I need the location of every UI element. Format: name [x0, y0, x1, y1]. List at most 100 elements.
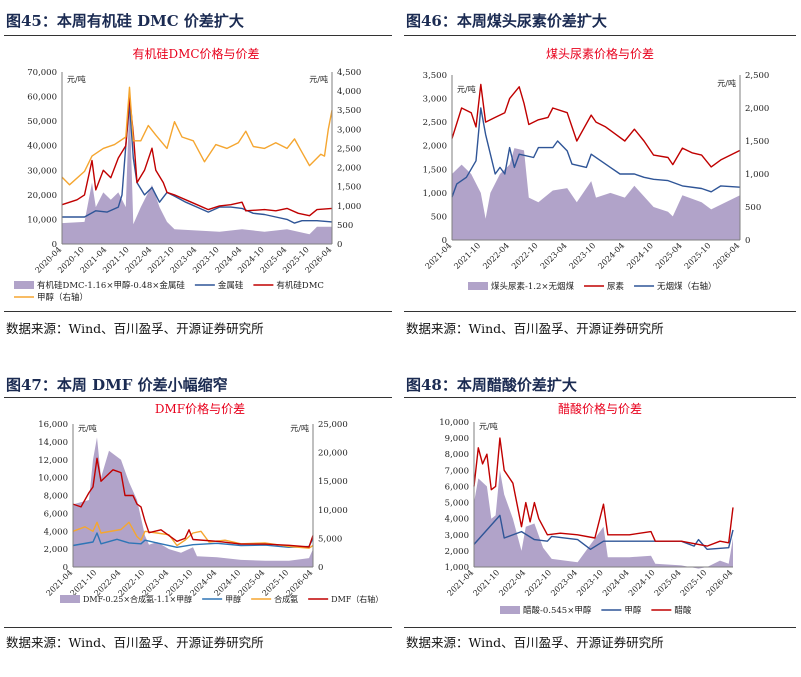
y-tick-label-right: 5,000 — [318, 534, 342, 544]
divider — [4, 35, 392, 36]
y-tick-label-right: 0 — [745, 236, 750, 246]
figure-45-source: 数据来源：Wind、百川盈孚、开源证券研究所 — [6, 321, 264, 336]
figure-47-source: 数据来源：Wind、百川盈孚、开源证券研究所 — [6, 635, 264, 650]
unit-label-left: 元/吨 — [78, 423, 97, 433]
divider — [404, 627, 796, 628]
series-line — [451, 83, 741, 168]
legend-item: 甲醇（右轴） — [14, 292, 88, 303]
x-tick-label: 2022-10 — [510, 241, 540, 271]
y-tick-label-left: 10,000 — [27, 215, 57, 225]
legend-label: 甲醇 — [225, 594, 241, 604]
y-tick-label-right: 4,500 — [337, 68, 361, 78]
y-tick-label-right: 15,000 — [318, 477, 348, 487]
y-tick-label-right: 3,000 — [337, 125, 361, 135]
x-tick-label: 2022-04 — [497, 568, 527, 598]
y-tick-label-left: 50,000 — [27, 117, 57, 127]
y-tick-label-right: 4,000 — [337, 87, 361, 97]
divider — [4, 311, 392, 312]
x-tick-label: 2024-10 — [627, 568, 657, 598]
legend-swatch — [468, 282, 488, 290]
legend-item: 无烟煤（右轴） — [634, 281, 717, 292]
y-tick-label-left: 20,000 — [27, 191, 57, 201]
y-tick-label-right: 1,000 — [337, 202, 361, 212]
series-line — [61, 95, 333, 217]
legend-label: 煤头尿素-1.2×无烟煤 — [491, 281, 575, 292]
chart-2: 煤头尿素价格与价差 0 500 1,000 1,500 2,000 2,500 3,000 3,… — [423, 46, 770, 292]
x-tick-label: 2022-10 — [523, 568, 553, 598]
x-tick-label: 2026-04 — [705, 568, 735, 598]
chart-title: 醋酸价格与价差 — [558, 401, 642, 416]
x-tick-label: 2024-10 — [625, 241, 655, 271]
legend-label: DMF-0.25×合成氨-1.1×甲醇 — [83, 594, 192, 604]
legend-item: 尿素 — [584, 281, 625, 292]
y-tick-label-left: 7,000 — [445, 466, 469, 476]
legend-swatch — [500, 606, 520, 614]
legend-item: 有机硅DMC-1.16×甲醇-0.48×金属硅 — [14, 280, 185, 291]
y-tick-label-left: 0 — [442, 236, 447, 246]
legend-swatch — [60, 595, 80, 603]
legend-label: 金属硅 — [218, 280, 244, 291]
y-tick-label-left: 40,000 — [27, 142, 57, 152]
legend-label: 甲醇 — [624, 605, 642, 616]
x-tick-label: 2025-04 — [654, 241, 684, 271]
y-tick-label-right: 0 — [337, 240, 342, 250]
x-tick-label: 2023-10 — [575, 568, 605, 598]
y-tick-label-left: 2,000 — [423, 142, 447, 152]
series-line — [72, 532, 314, 548]
legend-item: DMF（右轴） — [308, 594, 383, 604]
legend-item: 合成氨 — [251, 594, 298, 604]
y-tick-label-left: 500 — [431, 212, 447, 222]
y-tick-label-left: 8,000 — [445, 450, 469, 460]
divider — [4, 627, 392, 628]
x-tick-label: 2021-10 — [452, 241, 482, 271]
series-area — [474, 470, 733, 569]
legend-label: 合成氨 — [274, 594, 298, 604]
y-tick-label-left: 1,000 — [423, 189, 447, 199]
y-tick-label-right: 500 — [337, 221, 353, 231]
x-tick-label: 2024-04 — [601, 568, 631, 598]
x-tick-label: 2025-10 — [679, 568, 709, 598]
figure-48-title: 图48：本周醋酸价差扩大 — [406, 376, 577, 394]
series-line — [62, 103, 333, 224]
divider — [404, 311, 796, 312]
legend-label: DMF（右轴） — [331, 594, 383, 604]
y-tick-label-left: 10,000 — [439, 418, 469, 428]
x-tick-label: 2023-04 — [549, 568, 579, 598]
y-tick-label-right: 2,500 — [337, 144, 361, 154]
y-tick-label-left: 2,000 — [44, 545, 68, 555]
y-tick-label-left: 12,000 — [38, 456, 68, 466]
y-tick-label-left: 14,000 — [38, 438, 68, 448]
x-tick-label: 2025-04 — [653, 568, 683, 598]
figure-47-title: 图47：本周 DMF 价差小幅缩窄 — [6, 376, 228, 394]
y-tick-label-left: 30,000 — [27, 166, 57, 176]
chart-title: DMF价格与价差 — [155, 401, 245, 416]
legend-item: 甲醇 — [601, 605, 642, 616]
chart-title: 煤头尿素价格与价差 — [546, 46, 654, 61]
y-tick-label-left: 0 — [52, 240, 57, 250]
y-tick-label-left: 8,000 — [44, 492, 68, 502]
unit-label-right: 元/吨 — [717, 78, 736, 88]
unit-label-left: 元/吨 — [457, 84, 476, 94]
series-line — [61, 86, 333, 186]
series-line — [473, 514, 734, 550]
unit-label-right: 元/吨 — [290, 423, 309, 433]
y-tick-label-left: 9,000 — [445, 434, 469, 444]
y-tick-label-right: 0 — [318, 563, 323, 573]
series-line — [451, 107, 741, 198]
figure-46-source: 数据来源：Wind、百川盈孚、开源证券研究所 — [406, 321, 664, 336]
legend-label: 有机硅DMC — [276, 280, 324, 291]
y-tick-label-right: 1,500 — [337, 183, 361, 193]
y-tick-label-left: 1,500 — [423, 165, 447, 175]
x-tick-label: 2022-04 — [481, 241, 511, 271]
y-tick-label-left: 16,000 — [38, 420, 68, 430]
figure-48-source: 数据来源：Wind、百川盈孚、开源证券研究所 — [406, 635, 664, 650]
x-tick-label: 2026-04 — [285, 568, 315, 598]
y-tick-label-right: 1,500 — [745, 137, 769, 147]
legend-label: 醋酸-0.545×甲醇 — [523, 605, 592, 616]
x-tick-label: 2021-04 — [424, 241, 454, 271]
legend-item: DMF-0.25×合成氨-1.1×甲醇 — [60, 594, 192, 604]
y-tick-label-right: 10,000 — [318, 506, 348, 516]
unit-label-left: 元/吨 — [479, 421, 498, 431]
y-tick-label-left: 6,000 — [445, 482, 469, 492]
